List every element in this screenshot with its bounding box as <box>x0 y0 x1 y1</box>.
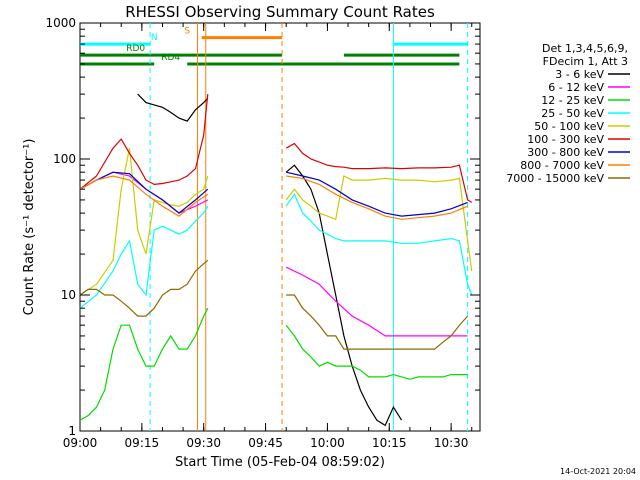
flag-label-s: S <box>184 27 190 37</box>
legend-header-line-1: Det 1,3,4,5,6,9, <box>542 42 628 55</box>
x-axis-label: Start Time (05-Feb-04 08:59:02) <box>175 455 385 470</box>
legend-label-3: 25 - 50 keV <box>541 107 604 120</box>
x-tick-label-1000: 10:00 <box>310 436 345 450</box>
y-tick-label-1: 1 <box>68 424 76 438</box>
legend-label-7: 800 - 7000 keV <box>520 159 604 172</box>
x-tick-label-0930: 09:30 <box>186 436 221 450</box>
series-line-8 <box>79 259 469 350</box>
x-tick-label-0900: 09:00 <box>63 436 98 450</box>
series-line-2 <box>79 307 468 421</box>
legend-label-5: 100 - 300 keV <box>527 133 604 146</box>
series-layer <box>79 93 473 427</box>
x-axis: 09:00 09:15 09:30 09:45 10:00 10:15 10:30 <box>63 23 473 450</box>
x-tick-label-1015: 10:15 <box>372 436 407 450</box>
legend-label-0: 3 - 6 keV <box>555 68 604 81</box>
series-line-0 <box>137 93 403 427</box>
series-line-5 <box>79 94 473 203</box>
flag-layer: N S RD0 RD4 <box>80 27 468 66</box>
x-tick-label-0945: 09:45 <box>248 436 283 450</box>
legend-header-line-2: FDecim 1, Att 3 <box>543 55 628 68</box>
x-tick-label-0915: 09:15 <box>125 436 160 450</box>
footer-timestamp: 14-Oct-2021 20:04 <box>560 467 636 476</box>
x-tick-label-1030: 10:30 <box>434 436 469 450</box>
chart-title: RHESSI Observing Summary Count Rates <box>125 3 435 21</box>
y-tick-label-1000: 1000 <box>45 16 76 30</box>
plot-frame <box>79 22 481 432</box>
flag-label-rd0: RD0 <box>126 44 145 54</box>
flag-label-n: N <box>151 33 158 43</box>
y-axis-label: Count Rate (s⁻¹ detector⁻¹) <box>22 139 37 316</box>
legend-label-4: 50 - 100 keV <box>534 120 604 133</box>
legend-label-6: 300 - 800 keV <box>527 146 604 159</box>
plot-area: N S RD0 RD4 <box>79 22 481 432</box>
legend: Det 1,3,4,5,6,9, FDecim 1, Att 3 3 - 6 k… <box>506 42 630 185</box>
series-line-3 <box>79 193 473 309</box>
legend-label-1: 6 - 12 keV <box>548 81 604 94</box>
legend-label-2: 12 - 25 keV <box>541 94 604 107</box>
series-line-7 <box>79 175 468 220</box>
marker-layer <box>149 23 469 431</box>
flag-label-rd4: RD4 <box>161 53 180 63</box>
y-axis: 1 10 100 1000 <box>45 16 480 438</box>
y-tick-label-10: 10 <box>61 288 76 302</box>
legend-label-8: 7000 - 15000 keV <box>506 172 604 185</box>
y-tick-label-100: 100 <box>53 152 76 166</box>
series-line-6 <box>79 171 468 217</box>
